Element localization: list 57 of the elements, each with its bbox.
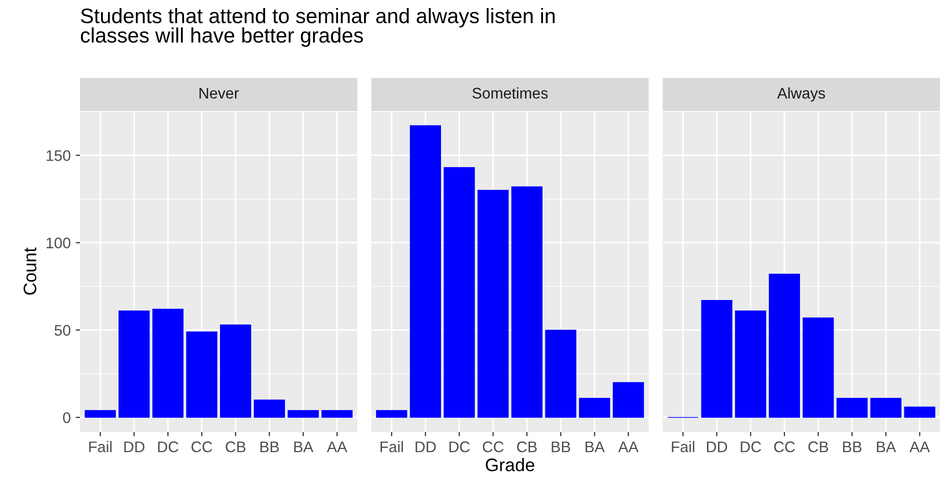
x-tick-label: CC [192,441,212,452]
x-tick-label: Fail [672,441,694,452]
bar [444,167,475,418]
bar [511,186,542,418]
bar [254,400,285,418]
x-tick-label: DC [740,441,762,452]
x-tick-label: Fail [380,441,403,452]
x-tick-label: CC [482,441,504,452]
x-tick-label: AA [326,442,348,452]
x-axis-title: Grade [486,458,534,472]
chart-title: Sometimes [472,87,548,99]
bar [870,398,902,418]
x-tick-label: BA [294,442,314,452]
y-tick-label: 50 [54,324,70,336]
x-tick-label: CB [808,441,828,452]
bar [376,410,408,418]
bar [220,324,252,418]
y-tick-label: 150 [46,150,70,161]
bar [118,310,150,418]
y-axis-title: Count [24,248,36,295]
bar [578,398,610,418]
chart-title: Always [777,87,825,102]
bar [186,331,218,418]
x-tick-label: DC [158,441,178,452]
x-tick-label: Fail [89,441,112,452]
bar [545,330,576,418]
x-tick-label: BB [552,442,570,452]
bar [701,300,732,418]
x-tick-label: DC [449,441,470,452]
bar [612,382,644,418]
x-tick-label: CB [517,441,537,452]
bar [836,398,868,418]
x-tick-label: CC [774,441,795,452]
bar [904,406,936,418]
x-tick-label: DD [707,442,728,452]
bar [321,410,353,418]
x-tick-label: BA [586,442,605,452]
y-tick-label: 0 [63,412,70,424]
bar [288,410,319,418]
text: Students that attend to seminar and always listen in classes will have better grades [80,8,555,47]
y-tick-label: 100 [46,238,70,248]
chart-title: Never [200,88,239,99]
bar [802,317,834,418]
bar [152,308,184,418]
bar [768,274,800,418]
x-tick-label: BB [843,442,862,452]
x-tick-label: CB [226,441,246,452]
bar [84,410,116,418]
x-tick-label: AA [910,442,930,452]
bar [735,310,766,418]
x-tick-label: BA [876,442,896,452]
x-tick-label: AA [618,442,639,452]
x-tick-label: DD [416,442,436,452]
x-tick-label: DD [124,442,144,452]
bar [478,190,509,418]
bar [410,125,442,418]
x-tick-label: BB [260,442,279,452]
